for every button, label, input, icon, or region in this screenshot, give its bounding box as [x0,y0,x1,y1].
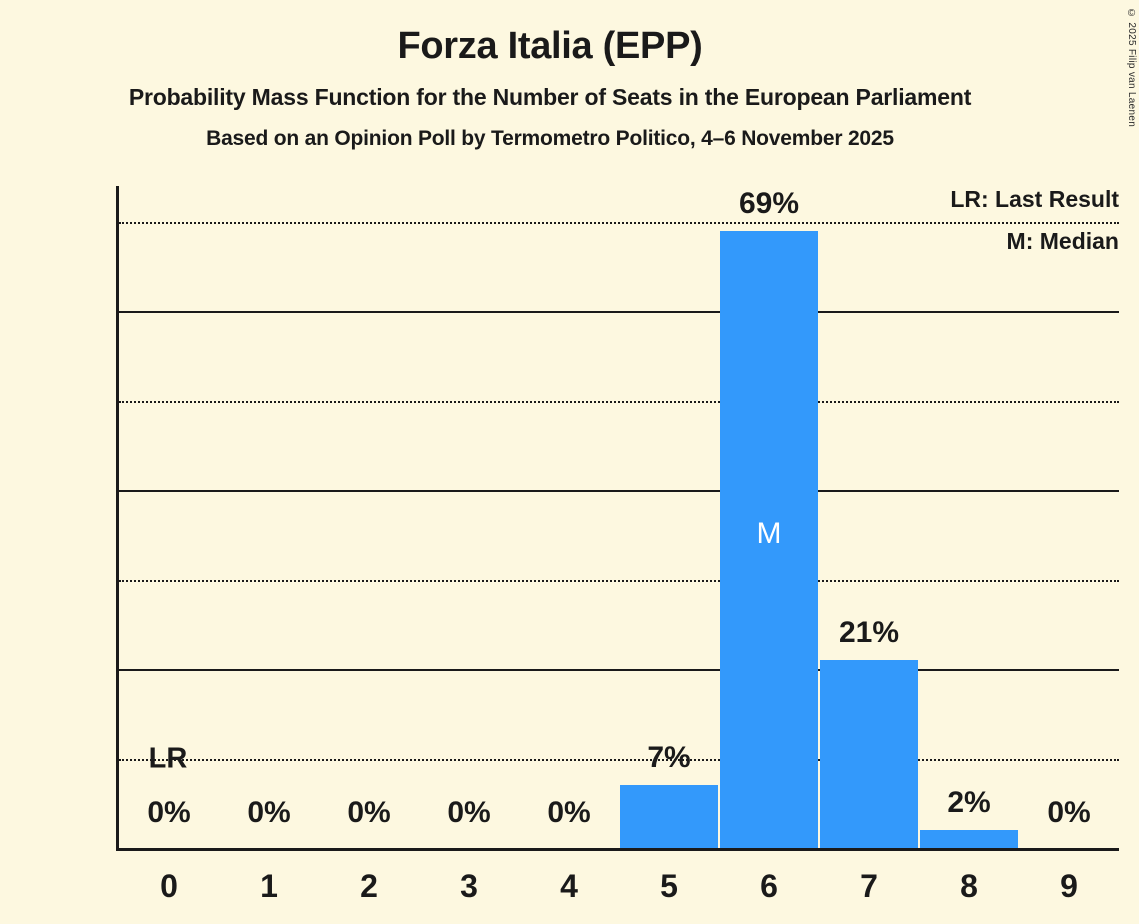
gridline-major [119,669,1119,672]
x-axis-tick-label: 3 [460,868,478,904]
chart-title: Forza Italia (EPP) [397,25,703,67]
bar-value-label: 21% [838,616,900,650]
bar-value-label: 0% [447,796,491,829]
bar-value-label: 69% [738,186,800,220]
x-axis-tick-label: 6 [760,868,778,904]
legend-median: M: Median [1006,228,1119,254]
bar [620,785,718,848]
bar-value-label: 7% [647,741,691,775]
x-axis-tick-label: 2 [360,868,378,904]
bar-value-label: 0% [347,796,391,829]
title-block: Forza Italia (EPP) Probability Mass Func… [0,0,1100,150]
bar-value-label: 0% [147,796,191,829]
chart-subtitle: Probability Mass Function for the Number… [128,83,972,110]
x-axis-tick-label: 5 [660,868,678,904]
bar: M [720,230,818,848]
x-axis-line [116,848,1119,851]
bar-value-label: 0% [247,796,291,829]
x-axis-tick-label: 4 [560,868,578,904]
x-axis-tick-label: 0 [160,868,178,904]
chart-source-line: Based on an Opinion Poll by Termometro P… [206,127,894,151]
bar [820,660,918,848]
legend-last-result: LR: Last Result [950,186,1119,212]
x-axis-tick-label: 7 [860,868,878,904]
gridline-major [119,490,1119,493]
bar [920,830,1018,848]
gridline-major [119,311,1119,314]
median-marker: M [756,516,782,550]
gridline-minor [119,579,1119,582]
y-axis-line [116,186,119,848]
bar-value-label: 2% [947,786,991,820]
last-result-marker: LR [148,742,188,775]
bar-value-label: 0% [1047,796,1091,829]
gridline-minor [119,221,1119,224]
x-axis-tick-label: 9 [1060,868,1078,904]
gridline-minor [119,758,1119,761]
x-axis-tick-label: 8 [960,868,978,904]
x-axis-tick-label: 1 [260,868,278,904]
plot-area: 20%40%60%0%LR0%0%0%0%7%M69%21%2%0% [116,186,1119,851]
gridline-minor [119,400,1119,403]
bar-value-label: 0% [547,796,591,829]
copyright-notice: © 2025 Filip van Laenen [1126,8,1137,128]
